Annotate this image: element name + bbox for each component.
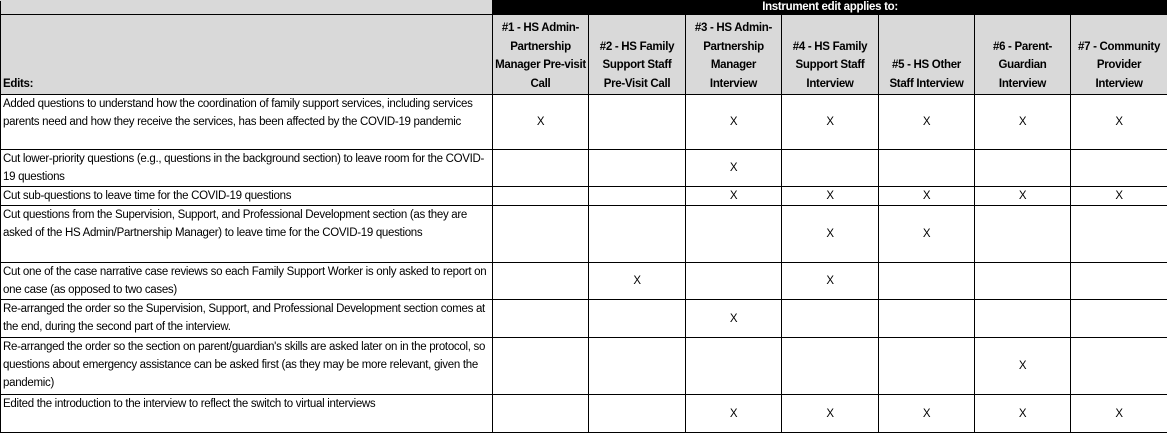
- edit-description: Edited the introduction to the interview…: [1, 395, 493, 433]
- applies-mark-col-2: [589, 150, 686, 187]
- edit-description: Re-arranged the order so the Supervision…: [1, 300, 493, 338]
- table-row: Cut questions from the Supervision, Supp…: [1, 206, 1167, 263]
- column-header-3: #3 - HS Admin-Partnership Manager Interv…: [686, 15, 782, 95]
- applies-mark-col-2: [589, 187, 686, 206]
- applies-mark-col-5: X: [879, 395, 975, 433]
- header-blank: [1, 1, 493, 15]
- applies-mark-col-3: X: [686, 300, 782, 338]
- table-row: Re-arranged the order so the section on …: [1, 338, 1167, 395]
- applies-mark-col-5: [879, 150, 975, 187]
- applies-mark-col-5: [879, 263, 975, 300]
- applies-mark-col-2: [589, 300, 686, 338]
- edit-description: Cut lower-priority questions (e.g., ques…: [1, 150, 493, 187]
- applies-mark-col-1: [493, 300, 589, 338]
- column-header-1: #1 - HS Admin-Partnership Manager Pre-vi…: [493, 15, 589, 95]
- applies-mark-col-6: X: [975, 187, 1071, 206]
- applies-mark-col-5: X: [879, 95, 975, 150]
- table-row: Cut sub-questions to leave time for the …: [1, 187, 1167, 206]
- applies-mark-col-2: [589, 95, 686, 150]
- edit-description: Cut sub-questions to leave time for the …: [1, 187, 493, 206]
- applies-mark-col-1: [493, 150, 589, 187]
- applies-mark-col-5: X: [879, 187, 975, 206]
- applies-mark-col-7: X: [1071, 395, 1167, 433]
- applies-mark-col-1: [493, 263, 589, 300]
- edit-description: Re-arranged the order so the section on …: [1, 338, 493, 395]
- applies-mark-col-7: [1071, 300, 1167, 338]
- applies-mark-col-4: [782, 300, 879, 338]
- applies-mark-col-4: [782, 150, 879, 187]
- edits-header: Edits:: [1, 15, 493, 95]
- applies-mark-col-3: X: [686, 150, 782, 187]
- table-row: Edited the introduction to the interview…: [1, 395, 1167, 433]
- table-row: Cut one of the case narrative case revie…: [1, 263, 1167, 300]
- column-header-5: #5 - HS Other Staff Interview: [879, 15, 975, 95]
- applies-mark-col-2: X: [589, 263, 686, 300]
- applies-mark-col-6: X: [975, 95, 1071, 150]
- applies-mark-col-7: X: [1071, 187, 1167, 206]
- column-header-2: #2 - HS Family Support Staff Pre-Visit C…: [589, 15, 686, 95]
- applies-mark-col-3: [686, 338, 782, 395]
- applies-mark-col-1: [493, 187, 589, 206]
- column-header-7: #7 - Community Provider Interview: [1071, 15, 1167, 95]
- applies-mark-col-4: X: [782, 206, 879, 263]
- applies-mark-col-2: [589, 206, 686, 263]
- applies-mark-col-4: X: [782, 187, 879, 206]
- applies-mark-col-4: X: [782, 95, 879, 150]
- applies-mark-col-3: X: [686, 395, 782, 433]
- table-body: Added questions to understand how the co…: [1, 95, 1167, 433]
- applies-mark-col-6: X: [975, 395, 1071, 433]
- applies-mark-col-7: [1071, 206, 1167, 263]
- applies-mark-col-7: [1071, 338, 1167, 395]
- edit-description: Added questions to understand how the co…: [1, 95, 493, 150]
- column-header-6: #6 - Parent-Guardian Interview: [975, 15, 1071, 95]
- column-header-4: #4 - HS Family Support Staff Interview: [782, 15, 879, 95]
- table-row: Re-arranged the order so the Supervision…: [1, 300, 1167, 338]
- applies-mark-col-1: [493, 206, 589, 263]
- applies-mark-col-2: [589, 395, 686, 433]
- group-header: Instrument edit applies to:: [493, 1, 1167, 15]
- applies-mark-col-1: [493, 395, 589, 433]
- applies-mark-col-5: X: [879, 206, 975, 263]
- applies-mark-col-3: X: [686, 95, 782, 150]
- applies-mark-col-5: [879, 300, 975, 338]
- applies-mark-col-1: [493, 338, 589, 395]
- applies-mark-col-7: X: [1071, 95, 1167, 150]
- applies-mark-col-6: X: [975, 338, 1071, 395]
- applies-mark-col-6: [975, 300, 1071, 338]
- applies-mark-col-6: [975, 263, 1071, 300]
- edit-description: Cut questions from the Supervision, Supp…: [1, 206, 493, 263]
- applies-mark-col-7: [1071, 150, 1167, 187]
- applies-mark-col-4: X: [782, 395, 879, 433]
- applies-mark-col-3: X: [686, 187, 782, 206]
- applies-mark-col-1: X: [493, 95, 589, 150]
- table-row: Cut lower-priority questions (e.g., ques…: [1, 150, 1167, 187]
- applies-mark-col-5: [879, 338, 975, 395]
- applies-mark-col-4: X: [782, 263, 879, 300]
- applies-mark-col-3: [686, 263, 782, 300]
- table-row: Added questions to understand how the co…: [1, 95, 1167, 150]
- edit-description: Cut one of the case narrative case revie…: [1, 263, 493, 300]
- applies-mark-col-2: [589, 338, 686, 395]
- applies-mark-col-7: [1071, 263, 1167, 300]
- applies-mark-col-6: [975, 150, 1071, 187]
- applies-mark-col-6: [975, 206, 1071, 263]
- applies-mark-col-4: [782, 338, 879, 395]
- applies-mark-col-3: [686, 206, 782, 263]
